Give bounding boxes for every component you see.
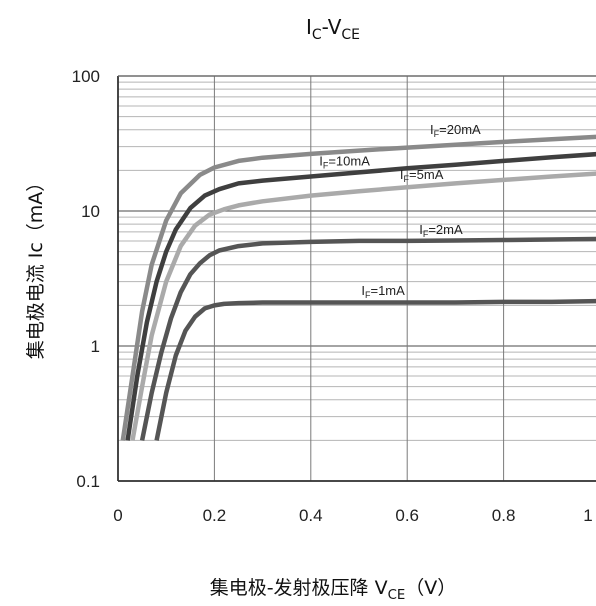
series-label-3: IF=2mA bbox=[419, 222, 463, 239]
y-tick-label: 1 bbox=[91, 337, 100, 356]
x-tick-labels: 0 0.2 0.4 0.6 0.8 1 bbox=[113, 506, 592, 525]
plot-frame bbox=[117, 75, 596, 482]
series-line-2 bbox=[130, 171, 596, 441]
chart-title: IC-VCE bbox=[306, 15, 360, 43]
series-labels: IF=20mA IF=10mA IF=5mA IF=2mA IF=1mA bbox=[319, 122, 481, 300]
x-tick-label: 0.6 bbox=[395, 506, 419, 525]
series-line-1 bbox=[125, 151, 596, 441]
x-axis-label: 集电极-发射极压降 VCE（V） bbox=[210, 577, 457, 603]
y-tick-label: 100 bbox=[72, 67, 100, 86]
series-label-1: IF=10mA bbox=[319, 153, 370, 170]
series-lines bbox=[120, 134, 596, 441]
x-tick-label: 0.4 bbox=[299, 506, 323, 525]
x-tick-label: 0.8 bbox=[492, 506, 516, 525]
x-tick-label: 0.2 bbox=[203, 506, 227, 525]
series-label-4: IF=1mA bbox=[361, 283, 405, 300]
series-line-4 bbox=[154, 298, 596, 441]
series-line-0 bbox=[120, 134, 596, 441]
series-label-2: IF=5mA bbox=[400, 167, 444, 184]
y-tick-label: 10 bbox=[81, 202, 100, 221]
series-line-3 bbox=[139, 236, 596, 441]
y-axis-label: 集电极电流 Ic（mA） bbox=[25, 173, 47, 360]
x-tick-label: 1 bbox=[583, 506, 592, 525]
x-tick-label: 0 bbox=[113, 506, 122, 525]
y-tick-labels: 0.1 1 10 100 bbox=[72, 67, 100, 491]
series-label-0: IF=20mA bbox=[430, 122, 481, 139]
y-tick-label: 0.1 bbox=[76, 472, 100, 491]
